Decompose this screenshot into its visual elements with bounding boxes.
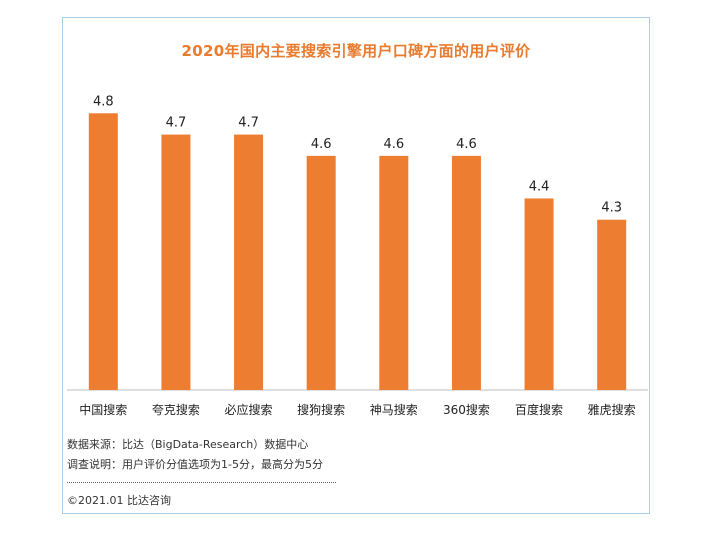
footer-divider [67,482,336,483]
data-source-note: 数据来源：比达（BigData-Research）数据中心 [67,438,309,451]
chart-frame: 2020年国内主要搜索引擎用户口碑方面的用户评价 4.8 中国搜索 4.7 夸克搜索 4… [62,17,650,514]
x-tick-label-3: 搜狗搜索 [297,402,345,417]
x-tick-label-7: 雅虎搜索 [588,402,636,417]
bar-5 [451,155,481,390]
chart-title: 2020年国内主要搜索引擎用户口碑方面的用户评价 [181,42,531,60]
survey-description-note: 调查说明：用户评价分值选项为1-5分，最高分为5分 [67,458,323,471]
x-tick-label-1: 夸克搜索 [152,402,200,417]
x-tick-label-2: 必应搜索 [225,402,273,417]
x-tick-label-0: 中国搜索 [79,402,127,417]
bar-7 [597,219,627,390]
data-label-0: 4.8 [93,94,114,109]
copyright-text: ©2021.01 比达咨询 [67,494,171,507]
bar-6 [524,198,554,390]
x-tick-label-4: 神马搜索 [370,402,418,417]
bar-2 [234,134,264,390]
data-label-1: 4.7 [166,116,187,131]
bar-3 [306,155,336,390]
bar-1 [161,134,191,390]
data-label-4: 4.6 [383,137,404,152]
data-label-3: 4.6 [311,137,332,152]
data-label-2: 4.7 [238,116,259,131]
bar-4 [379,155,409,390]
data-label-6: 4.4 [529,179,550,194]
x-tick-label-5: 360搜索 [443,402,490,417]
data-label-5: 4.6 [456,137,477,152]
x-tick-label-6: 百度搜索 [515,402,563,417]
data-label-7: 4.3 [601,201,622,216]
bar-chart: 4.8 中国搜索 4.7 夸克搜索 4.7 必应搜索 4.6 搜狗搜索 4.6 神马搜索 4.6 36… [67,94,648,417]
bar-0 [88,113,118,391]
